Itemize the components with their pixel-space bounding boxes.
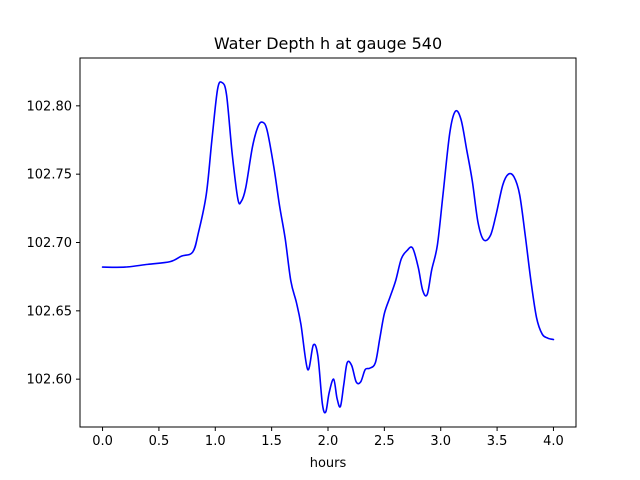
y-axis-ticks: 102.60 102.65 102.70 102.75 102.80: [27, 99, 80, 388]
x-tick-label: 2.0: [318, 434, 339, 449]
x-tick-label: 1.5: [261, 434, 282, 449]
plot-area: [101, 81, 555, 414]
x-tick-label: 3.0: [430, 434, 451, 449]
series-line-0: [101, 81, 555, 414]
x-axis-ticks: 0.0 0.5 1.0 1.5 2.0 2.5 3.0 3.5 4.0: [92, 427, 564, 449]
chart-title: Water Depth h at gauge 540: [214, 34, 442, 53]
x-tick-label: 4.0: [543, 434, 564, 449]
x-tick-label: 0.5: [149, 434, 170, 449]
y-tick-label: 102.70: [27, 236, 73, 251]
y-tick-label: 102.65: [27, 304, 73, 319]
x-tick-label: 0.0: [92, 434, 113, 449]
x-tick-label: 2.5: [374, 434, 395, 449]
x-axis-label: hours: [310, 456, 347, 471]
y-tick-label: 102.75: [27, 168, 73, 183]
x-tick-label: 3.5: [487, 434, 508, 449]
y-tick-label: 102.60: [27, 373, 73, 388]
y-tick-label: 102.80: [27, 99, 73, 114]
x-tick-label: 1.0: [205, 434, 226, 449]
